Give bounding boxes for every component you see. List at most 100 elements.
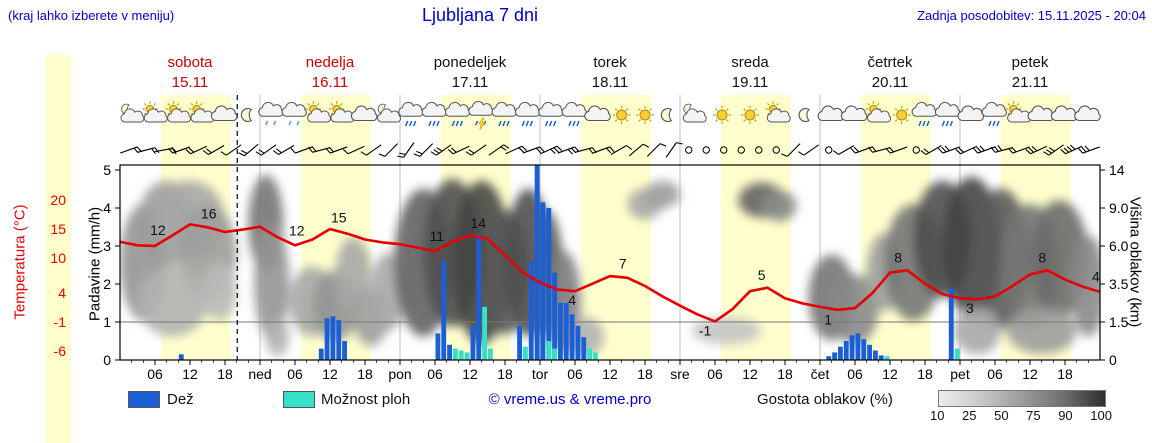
svg-text:ned: ned: [248, 366, 271, 382]
wind-barb: [397, 142, 415, 158]
svg-text:14: 14: [1109, 162, 1125, 178]
svg-text:1: 1: [824, 311, 832, 327]
sun-cloud-icon: [165, 101, 191, 123]
drizzle-icon: [258, 101, 284, 126]
svg-text:4: 4: [58, 285, 66, 301]
svg-text:11: 11: [430, 228, 445, 244]
svg-text:06: 06: [287, 366, 303, 382]
wind-barb: [912, 146, 920, 154]
sun-icon: [636, 106, 654, 124]
wind-barb: [1007, 146, 1030, 154]
svg-text:20: 20: [50, 192, 66, 208]
wind-barb: [772, 146, 780, 154]
cloud-icon: [584, 105, 611, 122]
moon-icon: [660, 107, 673, 123]
svg-text:4: 4: [568, 292, 576, 308]
svg-text:12: 12: [1022, 366, 1038, 382]
wind-barb: [1060, 144, 1083, 155]
sun-cloud-icon: [765, 101, 791, 123]
wind-barb: [308, 145, 331, 153]
svg-text:06: 06: [707, 366, 723, 382]
svg-text:15: 15: [331, 209, 347, 225]
density-tick: 90: [1058, 408, 1073, 423]
svg-text:3: 3: [966, 300, 974, 316]
density-tick: 10: [930, 408, 945, 423]
svg-text:-1: -1: [699, 323, 712, 339]
svg-text:12: 12: [150, 222, 166, 238]
density-tick: 25: [962, 408, 977, 423]
wind-barb: [1025, 145, 1048, 155]
wind-barb: [137, 147, 160, 155]
rain-bars: [178, 165, 954, 360]
showers-legend-label: Možnost ploh: [321, 391, 411, 408]
svg-text:18: 18: [637, 366, 653, 382]
cloud-icon: [840, 105, 868, 122]
temperature-axis-title: Temperatura (°C): [11, 204, 29, 320]
svg-text:tor: tor: [532, 366, 549, 382]
wind-barb: [378, 143, 399, 157]
svg-text:4: 4: [103, 200, 111, 216]
svg-text:06: 06: [987, 366, 1003, 382]
drizzle-icon: [281, 101, 307, 126]
wind-barb: [755, 146, 763, 154]
sun-cloud-icon: [305, 101, 331, 123]
svg-text:pet: pet: [950, 366, 970, 382]
density-tick: 50: [994, 408, 1009, 423]
wind-barb: [920, 145, 942, 155]
location-note: (kraj lahko izberete v meniju): [8, 8, 175, 23]
svg-text:1.5: 1.5: [1109, 314, 1129, 330]
day-date: 18.11: [592, 74, 628, 91]
svg-text:18: 18: [357, 366, 373, 382]
wind-barb: [798, 144, 819, 156]
wind-barb: [685, 146, 693, 154]
weather-icons-row: [120, 100, 1101, 131]
svg-text:8: 8: [1038, 250, 1046, 266]
wind-barb: [465, 144, 487, 156]
moon-cloud-icon: [682, 103, 707, 123]
svg-text:12: 12: [462, 366, 478, 382]
day-name: ponedeljek: [434, 54, 507, 71]
cloud-icon: [1074, 105, 1101, 122]
wind-barb: [868, 145, 891, 153]
wind-barb: [540, 145, 563, 155]
rain-icon: [561, 101, 587, 127]
temperature-point-labels: 12 16 12 15 11 14 4 7 -1 5 1 8 3 8 4: [150, 206, 1100, 339]
wind-barb: [592, 146, 615, 154]
rain-legend-swatch: [128, 391, 160, 408]
wind-barb: [955, 145, 978, 155]
temperature-curve: [120, 223, 1100, 323]
svg-text:4: 4: [1092, 269, 1100, 285]
density-tick: 75: [1026, 408, 1041, 423]
wind-barb: [413, 143, 434, 157]
wind-barbs-row: [120, 142, 1100, 158]
wind-barb: [202, 145, 225, 155]
rain-icon: [398, 101, 424, 127]
svg-text:18: 18: [217, 366, 233, 382]
wind-barb: [505, 145, 528, 155]
wind-barb: [937, 145, 960, 154]
day-name: petek: [1012, 54, 1049, 71]
sun-cloud-icon: [188, 101, 215, 123]
svg-text:7: 7: [619, 255, 627, 271]
svg-text:06: 06: [427, 366, 443, 382]
day-name: torek: [593, 54, 627, 71]
wind-barb: [522, 146, 545, 154]
sun-cloud-icon: [142, 101, 168, 123]
svg-text:06: 06: [567, 366, 583, 382]
wind-barb: [702, 146, 710, 154]
svg-text:0: 0: [1109, 352, 1117, 368]
rain-icon: [934, 101, 961, 127]
svg-text:10: 10: [50, 250, 66, 266]
wind-barb: [990, 145, 1013, 153]
svg-text:-6: -6: [54, 343, 67, 359]
svg-text:čet: čet: [811, 366, 830, 382]
sun-icon: [892, 106, 911, 124]
sun-icon: [713, 106, 731, 124]
wind-barb: [885, 146, 908, 154]
svg-text:8: 8: [894, 250, 902, 266]
svg-text:3: 3: [103, 238, 111, 254]
sun-icon: [741, 106, 759, 124]
wind-barb: [272, 145, 295, 155]
copyright-link[interactable]: © vreme.us & vreme.pro: [488, 391, 652, 408]
day-headers: sobota 15.11 nedelja 16.11 ponedeljek 17.11 to…: [167, 54, 1048, 91]
